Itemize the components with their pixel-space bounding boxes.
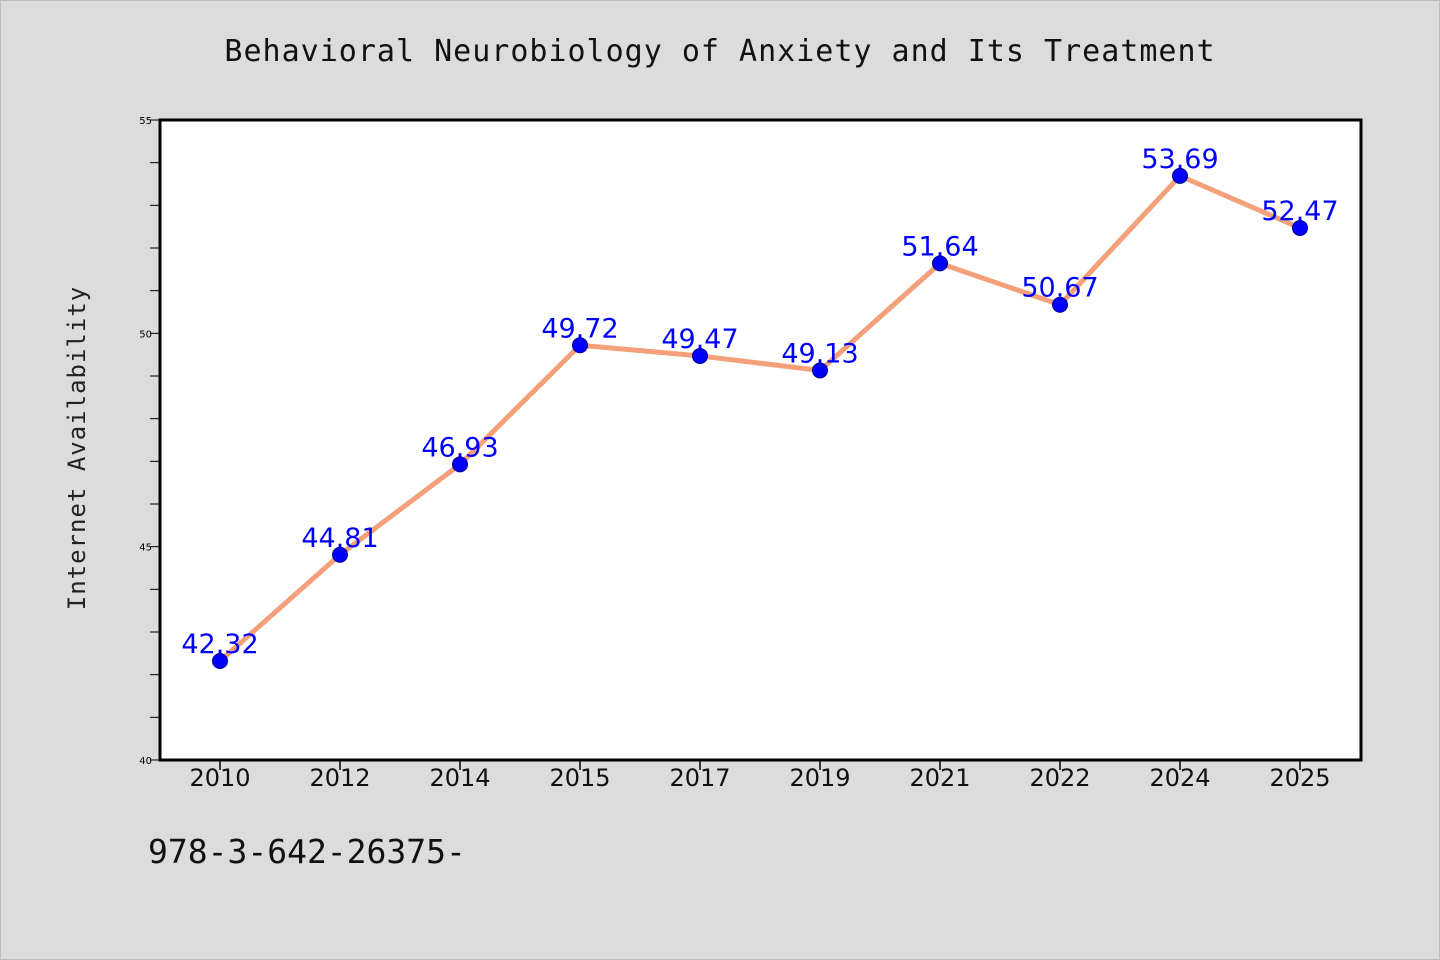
x-tick-label: 2025 [1269, 764, 1330, 792]
x-tick-label: 2012 [309, 764, 370, 792]
y-tick-label: 55 [139, 116, 152, 127]
x-tick-label: 2022 [1029, 764, 1090, 792]
x-tick-label: 2024 [1149, 764, 1210, 792]
data-point [1052, 296, 1068, 313]
y-axis: 40 45 50 55 [139, 116, 160, 767]
data-point [1172, 167, 1188, 184]
data-label: 49.47 [661, 324, 738, 355]
data-label: 52.47 [1261, 196, 1338, 227]
y-tick-label: 45 [139, 543, 152, 554]
data-label: 49.72 [541, 313, 618, 344]
x-axis: 2010 2012 2014 2015 2017 2019 2021 2022 2024 2025 [189, 760, 1331, 792]
x-tick-label: 2014 [429, 764, 490, 792]
data-label: 51.64 [901, 231, 978, 262]
series-group [212, 167, 1308, 670]
data-point [212, 653, 228, 670]
series-line [217, 173, 1303, 664]
x-tick-label: 2017 [669, 764, 730, 792]
data-point [452, 456, 468, 473]
x-tick-label: 2019 [789, 764, 850, 792]
data-label: 49.13 [781, 338, 858, 369]
chart-title: Behavioral Neurobiology of Anxiety and I… [224, 34, 1216, 69]
data-point [932, 255, 948, 272]
x-tick-label: 2015 [549, 764, 610, 792]
y-tick-label: 40 [139, 756, 152, 767]
data-label: 53.69 [1141, 144, 1218, 175]
y-axis-title: Internet Availability [63, 286, 91, 610]
data-label: 44.81 [301, 523, 378, 554]
plot-area [158, 118, 1363, 762]
y-tick-label: 50 [139, 329, 152, 340]
data-point [1292, 219, 1308, 236]
x-tick-label: 2021 [909, 764, 970, 792]
data-point [572, 337, 588, 354]
data-point [692, 347, 708, 364]
data-label: 50.67 [1021, 273, 1098, 304]
data-label-group: 42.32 44.81 46.93 49.72 49.47 49.13 51.64 50.67… [181, 144, 1338, 660]
data-label: 42.32 [181, 629, 258, 660]
data-point [332, 546, 348, 563]
data-point [812, 362, 828, 379]
x-tick-label: 2010 [189, 764, 250, 792]
isbn-note: 978-3-642-26375- [148, 832, 466, 871]
data-label: 46.93 [421, 432, 498, 463]
